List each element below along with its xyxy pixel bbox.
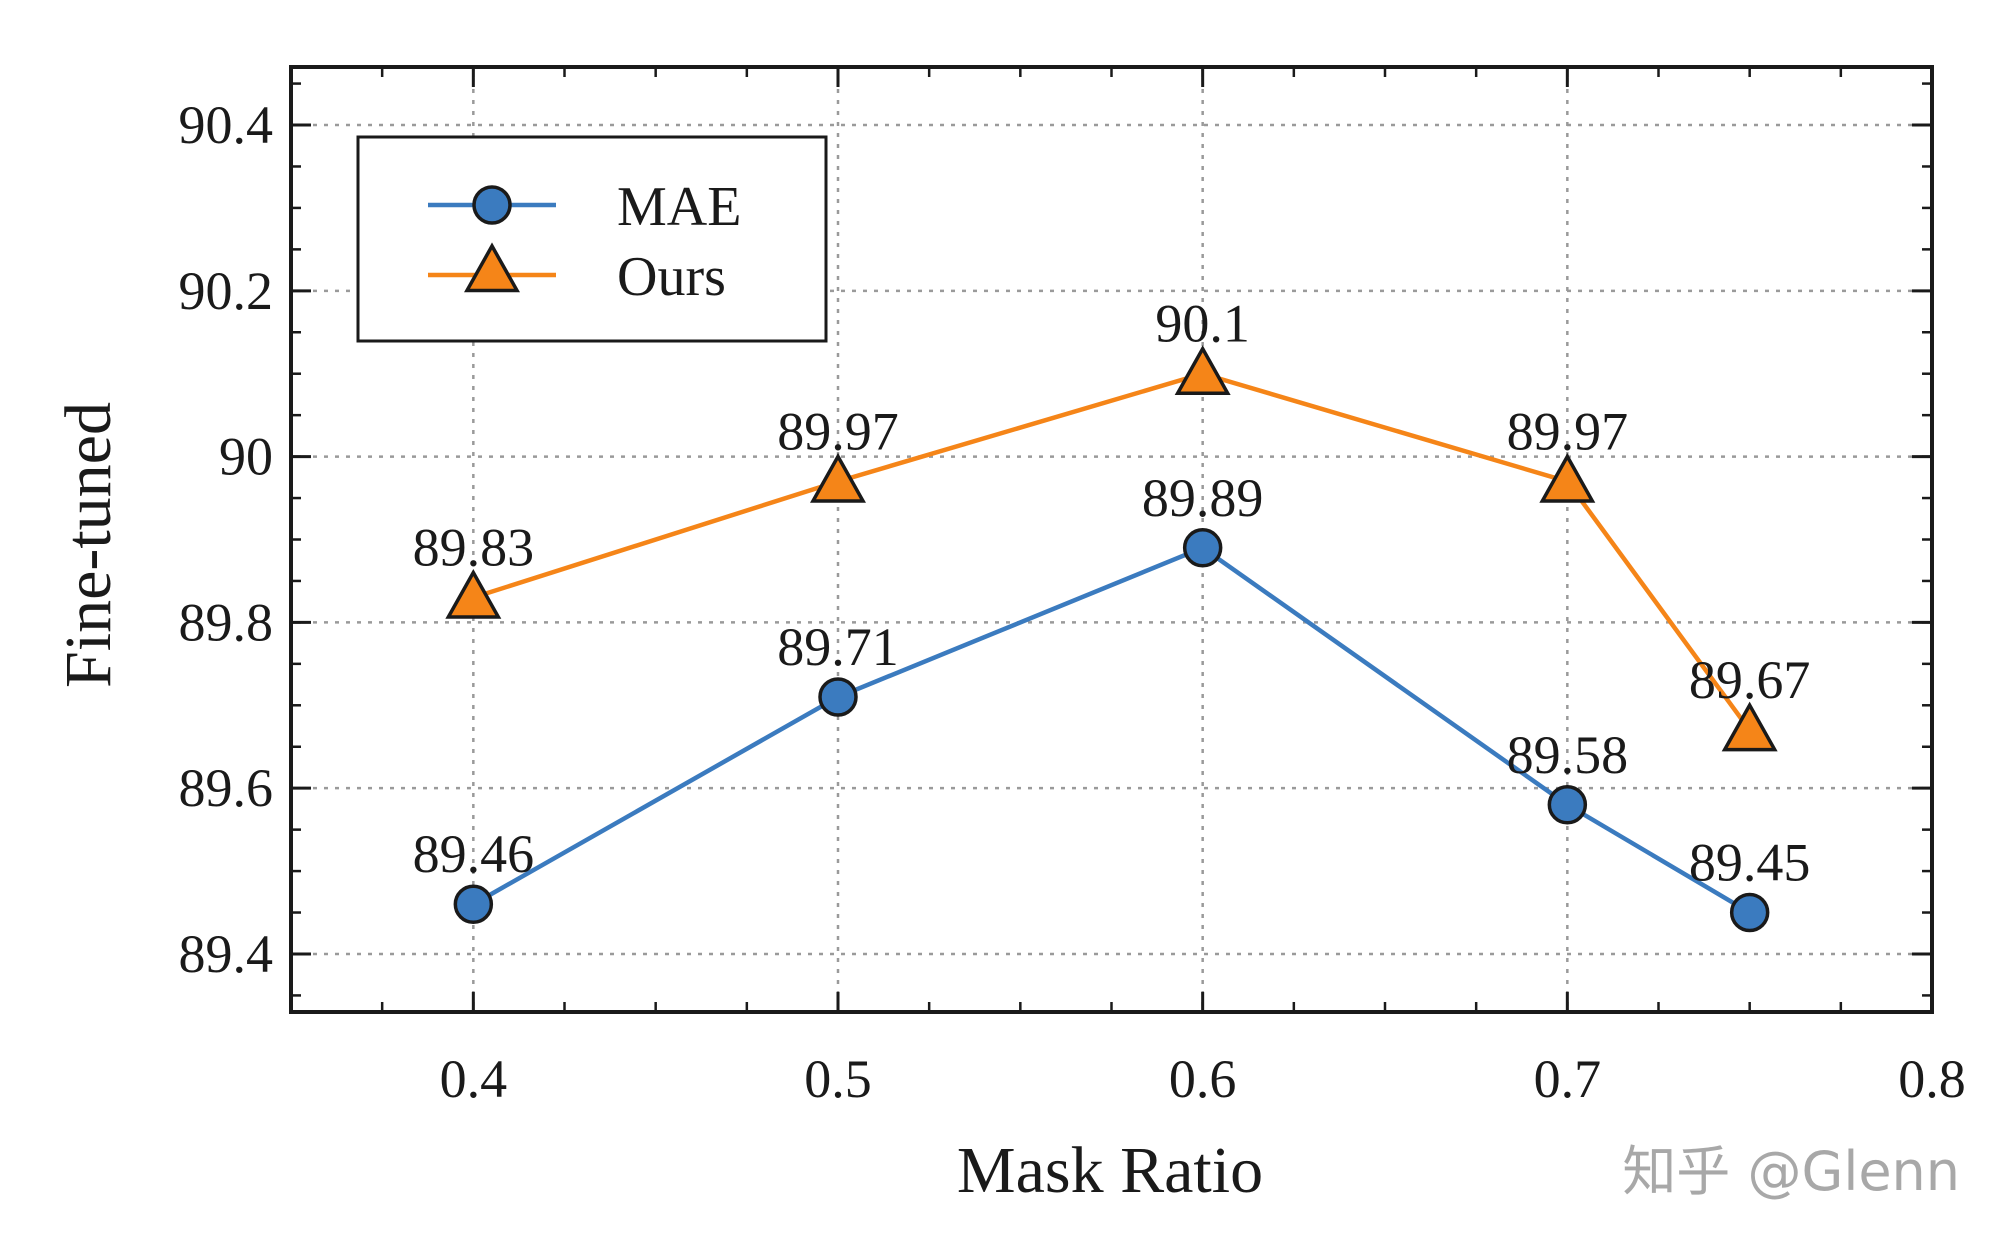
legend-item-mae: MAE [428,176,741,238]
legend-label-mae: MAE [617,176,741,238]
ours-data-label: 90.1 [1155,294,1250,354]
y-tick-label: 90.2 [179,261,274,321]
y-tick-label: 89.6 [179,758,274,818]
x-axis-label: Mask Ratio [957,1134,1263,1207]
y-tick-label: 89.8 [179,592,274,652]
watermark: 知乎 @Glenn [1622,1140,1960,1203]
ours-data-label: 89.83 [413,518,535,578]
y-axis-label: Fine-tuned [52,402,125,688]
y-tick-label: 89.4 [179,924,274,984]
mae-point [1729,892,1770,933]
legend-marker-ours [464,242,520,293]
series-layer [445,345,1778,933]
ours-point [1539,452,1596,503]
x-tick-label: 0.8 [1898,1049,1966,1109]
x-tick-label: 0.6 [1169,1049,1237,1109]
mae-data-label: 89.58 [1507,725,1629,785]
data-labels: 89.46 89.71 89.89 89.58 89.45 89.83 89.97 90.1 8… [413,294,1811,893]
mae-data-label: 89.46 [413,824,535,884]
ours-point [1174,345,1231,395]
mae-point [453,884,494,924]
ours-data-label: 89.67 [1689,650,1811,710]
mae-point [1182,528,1223,568]
ours-point [1721,701,1778,752]
mae-point [1547,785,1588,825]
y-tick-label: 90.4 [179,95,274,155]
x-tick-label: 0.4 [440,1049,508,1109]
x-tick-label: 0.7 [1534,1049,1602,1109]
ours-point [445,568,502,619]
y-tick-label: 90 [219,427,273,487]
ours-data-label: 89.97 [777,401,899,461]
legend-marker-mae [472,185,512,225]
legend: MAE Ours [356,135,828,343]
ours-point [810,452,866,503]
mae-data-label: 89.45 [1689,833,1811,893]
ours-series [445,345,1778,752]
mae-data-label: 89.71 [777,617,899,677]
x-tick-label: 0.5 [804,1049,872,1109]
mae-point [818,677,858,717]
mae-series [453,528,1770,933]
legend-item-ours: Ours [428,242,726,308]
legend-box [356,135,828,343]
legend-label-ours: Ours [617,246,726,308]
plot-frame [289,65,1934,1014]
ours-data-label: 89.97 [1507,401,1629,461]
mae-data-label: 89.89 [1142,468,1264,528]
tick-labels: 0.4 0.5 0.6 0.7 0.8 89.4 89.6 89.8 90 90.2 90.4 [179,95,1966,1109]
